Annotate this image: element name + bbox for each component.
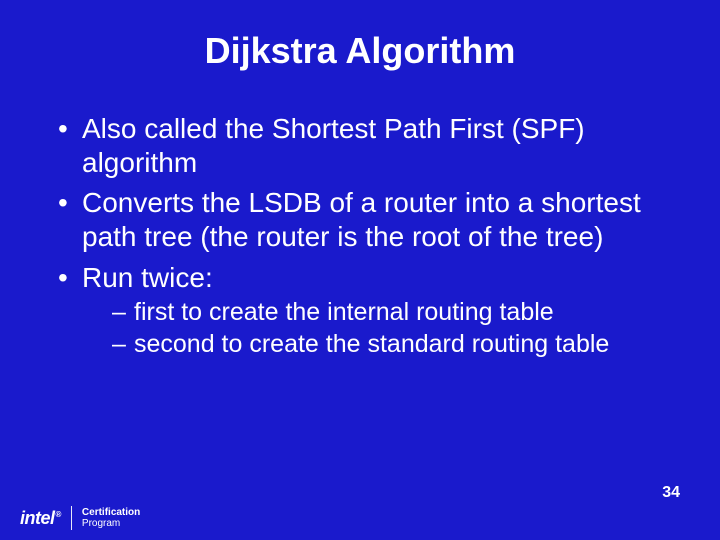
slide-title: Dijkstra Algorithm bbox=[40, 30, 680, 72]
intel-logo-text: intel bbox=[20, 508, 55, 528]
sub-bullet-text: first to create the internal routing tab… bbox=[134, 298, 554, 326]
footer-logo: intel® Certification Program bbox=[20, 506, 140, 530]
slide: Dijkstra Algorithm Also called the Short… bbox=[0, 0, 720, 540]
sub-bullet-item: first to create the internal routing tab… bbox=[112, 297, 680, 328]
intel-logo: intel® bbox=[20, 508, 61, 529]
bullet-list: Also called the Shortest Path First (SPF… bbox=[40, 112, 680, 360]
registered-mark: ® bbox=[56, 510, 61, 519]
sub-bullet-list: first to create the internal routing tab… bbox=[82, 297, 680, 360]
bullet-item: Also called the Shortest Path First (SPF… bbox=[58, 112, 680, 180]
bullet-item: Run twice: first to create the internal … bbox=[58, 261, 680, 360]
bullet-text: Also called the Shortest Path First (SPF… bbox=[82, 113, 585, 178]
bullet-item: Converts the LSDB of a router into a sho… bbox=[58, 186, 680, 254]
sub-bullet-text: second to create the standard routing ta… bbox=[134, 330, 609, 358]
footer-line2: Program bbox=[82, 518, 140, 529]
footer-line1: Certification bbox=[82, 507, 140, 518]
page-number: 34 bbox=[662, 484, 680, 502]
footer-program: Certification Program bbox=[82, 507, 140, 529]
bullet-text: Run twice: bbox=[82, 262, 213, 293]
bullet-text: Converts the LSDB of a router into a sho… bbox=[82, 187, 641, 252]
sub-bullet-item: second to create the standard routing ta… bbox=[112, 329, 680, 360]
footer-divider bbox=[71, 506, 72, 530]
